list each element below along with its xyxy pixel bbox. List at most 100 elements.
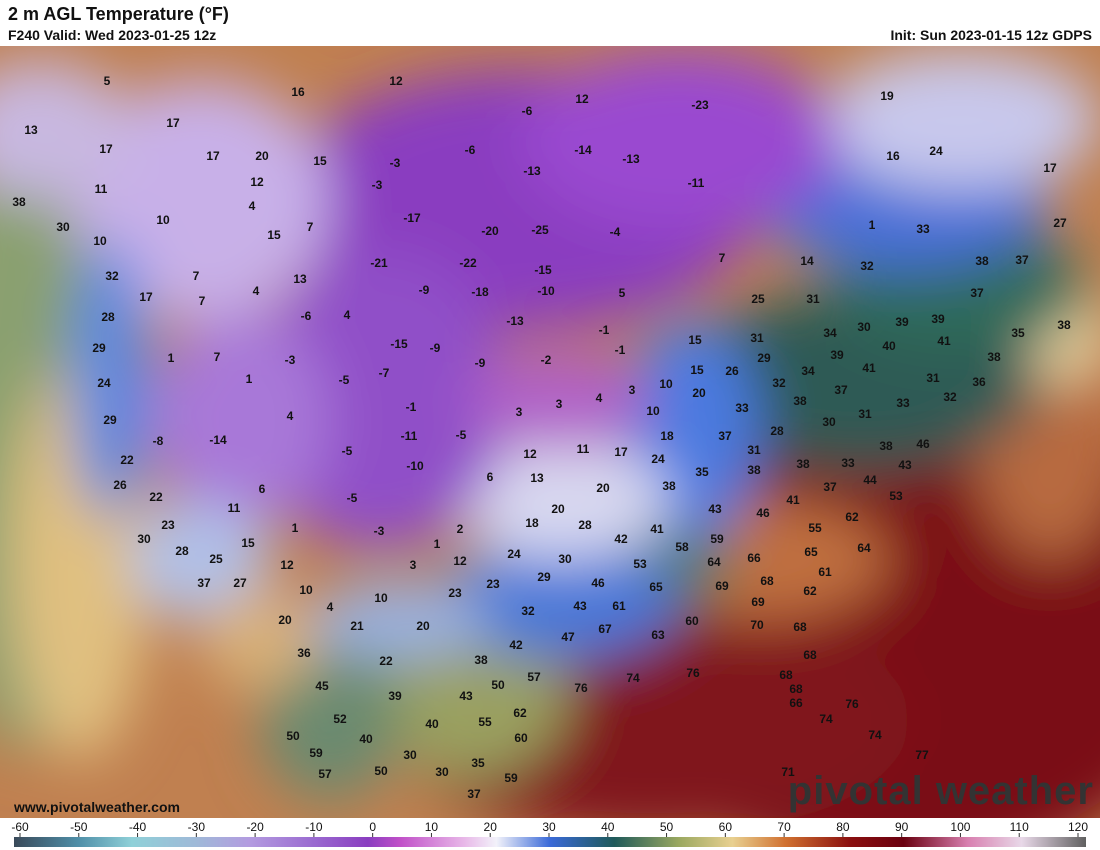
temperature-label: 38 — [879, 439, 893, 453]
temperature-label: 39 — [931, 312, 945, 326]
colorbar-tick-label: 90 — [895, 820, 909, 834]
temperature-label: 66 — [789, 696, 803, 710]
temperature-label: 45 — [315, 679, 329, 693]
temperature-label: 68 — [793, 620, 807, 634]
colorbar-tick-label: 30 — [542, 820, 556, 834]
colorbar-tick-label: -60 — [11, 820, 29, 834]
temperature-label: 18 — [660, 429, 674, 443]
temperature-label: 15 — [267, 228, 281, 242]
temperature-label: 20 — [416, 619, 430, 633]
temperature-label: 32 — [105, 269, 119, 283]
temperature-label: -21 — [370, 256, 388, 270]
temperature-label: 17 — [1043, 161, 1057, 175]
temperature-label: 25 — [751, 292, 765, 306]
temperature-label: 43 — [708, 502, 722, 516]
temperature-label: -9 — [430, 341, 441, 355]
temperature-label: 77 — [915, 748, 929, 762]
temperature-label: -11 — [401, 429, 418, 443]
temperature-label: 20 — [692, 386, 706, 400]
temperature-label: 10 — [299, 583, 313, 597]
temperature-label: -22 — [459, 256, 477, 270]
temperature-label: -15 — [534, 263, 552, 277]
temperature-label: 12 — [453, 554, 467, 568]
temperature-label: 17 — [614, 445, 628, 459]
temperature-label: 65 — [649, 580, 663, 594]
temperature-label: 12 — [523, 447, 537, 461]
temperature-label: 30 — [822, 415, 836, 429]
temperature-label: -14 — [574, 143, 592, 157]
temperature-label: 11 — [228, 501, 241, 515]
temperature-label: 1 — [246, 372, 253, 386]
temperature-label: 28 — [578, 518, 592, 532]
temperature-label: -14 — [209, 433, 227, 447]
temperature-label: 34 — [801, 364, 815, 378]
temperature-label: 36 — [972, 375, 986, 389]
temperature-label: 16 — [291, 85, 305, 99]
temperature-label: 53 — [889, 489, 903, 503]
temperature-label: 50 — [491, 678, 505, 692]
temperature-label: -6 — [522, 104, 533, 118]
temperature-label: 1 — [869, 218, 876, 232]
colorbar-tick-label: 20 — [484, 820, 498, 834]
temperature-label: 59 — [504, 771, 518, 785]
temperature-label: 30 — [137, 532, 151, 546]
temperature-label: 1 — [292, 521, 299, 535]
temperature-label: 5 — [619, 286, 626, 300]
temperature-label: -6 — [465, 143, 476, 157]
temperature-label: 30 — [56, 220, 70, 234]
temperature-label: -9 — [475, 356, 486, 370]
temperature-label: 7 — [193, 269, 200, 283]
temperature-label: 12 — [280, 558, 294, 572]
temperature-label: 40 — [882, 339, 896, 353]
temperature-label: 27 — [1053, 216, 1067, 230]
temperature-label: 57 — [318, 767, 332, 781]
temperature-label: 24 — [507, 547, 521, 561]
temperature-label: 25 — [209, 552, 223, 566]
colorbar-tick-label: -50 — [70, 820, 88, 834]
temperature-label: 33 — [896, 396, 910, 410]
temperature-label: 37 — [197, 576, 211, 590]
temperature-label: -17 — [403, 211, 421, 225]
temperature-label: 68 — [760, 574, 774, 588]
temperature-label: 47 — [561, 630, 575, 644]
temperature-label: 74 — [819, 712, 833, 726]
temperature-label: 39 — [895, 315, 909, 329]
temperature-label: -9 — [419, 283, 430, 297]
colorbar-tick-label: -40 — [129, 820, 147, 834]
temperature-label: 60 — [685, 614, 699, 628]
temperature-label: 3 — [629, 383, 636, 397]
temperature-label: 43 — [898, 458, 912, 472]
temperature-label: -5 — [342, 444, 353, 458]
temperature-label: 62 — [803, 584, 817, 598]
temperature-label: 33 — [916, 222, 930, 236]
temperature-label: 69 — [715, 579, 729, 593]
temperature-label: 28 — [175, 544, 189, 558]
temperature-label: 62 — [845, 510, 859, 524]
colorbar-tick-label: -20 — [246, 820, 264, 834]
temperature-label: 31 — [750, 331, 764, 345]
temperature-label: -4 — [610, 225, 621, 239]
temperature-label: 50 — [286, 729, 300, 743]
temperature-label: 31 — [858, 407, 872, 421]
temperature-label: -3 — [390, 156, 401, 170]
temperature-label: 61 — [612, 599, 626, 613]
temperature-label: -10 — [406, 459, 424, 473]
temperature-label: 38 — [12, 195, 26, 209]
colorbar-tick-label: 60 — [719, 820, 733, 834]
temperature-label: -3 — [285, 353, 296, 367]
temperature-label: 63 — [651, 628, 665, 642]
temperature-label: 30 — [435, 765, 449, 779]
temperature-label: -10 — [537, 284, 555, 298]
colorbar — [14, 837, 1086, 847]
temperature-label: 12 — [389, 74, 403, 88]
temperature-label: 37 — [1015, 253, 1029, 267]
temperature-label: 1 — [434, 537, 441, 551]
temperature-label: 57 — [527, 670, 541, 684]
temperature-label: 69 — [751, 595, 765, 609]
temperature-label: 36 — [297, 646, 311, 660]
colorbar-tick-label: 10 — [425, 820, 439, 834]
temperature-label: 2 — [457, 522, 464, 536]
temperature-label: 52 — [333, 712, 347, 726]
temperature-label: 37 — [834, 383, 848, 397]
temperature-label: 64 — [857, 541, 871, 555]
